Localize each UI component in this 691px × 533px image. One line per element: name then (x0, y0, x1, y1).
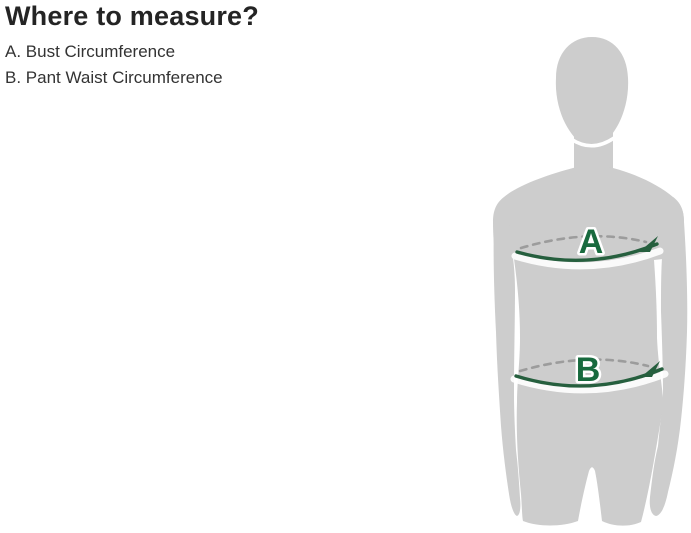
waist-band-arrow-icon (641, 361, 660, 377)
waist-band: B (510, 349, 669, 394)
page-title: Where to measure? (5, 1, 259, 31)
left-arm-shape (493, 197, 521, 516)
waist-band-letter: B (576, 351, 601, 389)
measurement-label-b: B. Pant Waist Circumference (5, 67, 223, 87)
right-arm-shape (649, 197, 688, 516)
bust-band: A (511, 221, 664, 270)
bust-band-glow (511, 247, 664, 270)
bust-band-solid-arc (515, 242, 659, 262)
body-silhouette (493, 37, 688, 526)
measurement-list: A. Bust Circumference B. Pant Waist Circ… (5, 39, 259, 90)
head-shape (555, 37, 629, 151)
waist-band-glow (510, 370, 669, 394)
measurement-label-a: A. Bust Circumference (5, 42, 176, 61)
legend-block: Where to measure? A. Bust Circumference … (5, 1, 259, 90)
bust-band-dashed-arc (519, 234, 648, 250)
bust-band-letter: A (579, 223, 604, 261)
chin-highlight (569, 136, 616, 148)
bust-band-arrow-icon (639, 236, 658, 252)
waist-band-dashed-arc (518, 358, 650, 373)
